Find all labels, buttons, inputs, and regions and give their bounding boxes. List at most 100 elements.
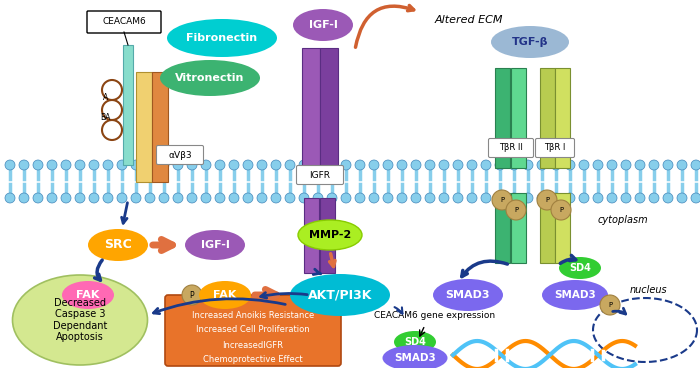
Text: IGFR: IGFR (309, 170, 330, 180)
Circle shape (5, 160, 15, 170)
Circle shape (551, 160, 561, 170)
Circle shape (621, 160, 631, 170)
Circle shape (593, 193, 603, 203)
Circle shape (299, 160, 309, 170)
Circle shape (89, 160, 99, 170)
Circle shape (397, 193, 407, 203)
Circle shape (229, 160, 239, 170)
Circle shape (215, 160, 225, 170)
Text: CEACAM6 gene expression: CEACAM6 gene expression (374, 311, 496, 319)
Text: Altered ECM: Altered ECM (435, 15, 503, 25)
Bar (555, 193, 570, 263)
Bar (136, 72, 152, 182)
Ellipse shape (491, 26, 569, 58)
Text: P: P (514, 207, 518, 213)
Circle shape (19, 193, 29, 203)
Circle shape (285, 193, 295, 203)
Text: P: P (608, 302, 612, 308)
Circle shape (61, 160, 71, 170)
Text: MMP-2: MMP-2 (309, 230, 351, 240)
Circle shape (327, 160, 337, 170)
Circle shape (159, 160, 169, 170)
Circle shape (492, 190, 512, 210)
Text: SRC: SRC (104, 238, 132, 251)
Text: TβR II: TβR II (499, 144, 523, 152)
Text: P: P (559, 207, 563, 213)
Text: SMAD3: SMAD3 (446, 290, 490, 300)
Text: TGF-β: TGF-β (512, 37, 548, 47)
Circle shape (481, 193, 491, 203)
Circle shape (201, 193, 211, 203)
Circle shape (537, 193, 547, 203)
Bar (511, 193, 526, 263)
Text: IncreasedIGFR: IncreasedIGFR (223, 340, 284, 350)
Circle shape (600, 295, 620, 315)
Circle shape (397, 160, 407, 170)
Circle shape (593, 160, 603, 170)
Circle shape (635, 193, 645, 203)
Ellipse shape (394, 331, 436, 353)
Ellipse shape (382, 345, 447, 368)
Bar (540, 193, 555, 263)
Bar (555, 68, 570, 168)
Circle shape (75, 160, 85, 170)
Circle shape (453, 193, 463, 203)
Circle shape (607, 193, 617, 203)
Circle shape (355, 160, 365, 170)
Circle shape (537, 190, 557, 210)
Circle shape (691, 193, 700, 203)
Circle shape (383, 193, 393, 203)
Circle shape (411, 193, 421, 203)
Ellipse shape (298, 220, 362, 250)
Bar (123, 45, 133, 165)
Text: FAK: FAK (76, 290, 99, 300)
Circle shape (271, 193, 281, 203)
Circle shape (187, 160, 197, 170)
Text: IGF-I: IGF-I (309, 20, 337, 30)
Text: P: P (190, 290, 195, 300)
Circle shape (341, 160, 351, 170)
Circle shape (103, 160, 113, 170)
Bar (511, 68, 526, 168)
Text: Vitronectin: Vitronectin (175, 73, 245, 83)
Circle shape (551, 193, 561, 203)
Text: Increased Anoikis Resistance: Increased Anoikis Resistance (192, 311, 314, 319)
Circle shape (579, 193, 589, 203)
Circle shape (271, 160, 281, 170)
Circle shape (383, 160, 393, 170)
Circle shape (229, 193, 239, 203)
Text: TβR I: TβR I (545, 144, 566, 152)
Circle shape (621, 193, 631, 203)
Circle shape (327, 193, 337, 203)
Circle shape (243, 193, 253, 203)
Circle shape (61, 193, 71, 203)
Circle shape (537, 160, 547, 170)
Circle shape (285, 160, 295, 170)
Text: αVβ3: αVβ3 (168, 151, 192, 159)
Bar (302, 48, 320, 168)
FancyBboxPatch shape (87, 11, 161, 33)
Circle shape (677, 160, 687, 170)
Ellipse shape (13, 275, 148, 365)
Circle shape (439, 160, 449, 170)
Circle shape (201, 160, 211, 170)
Circle shape (369, 160, 379, 170)
Circle shape (439, 193, 449, 203)
FancyBboxPatch shape (489, 138, 533, 158)
Circle shape (506, 200, 526, 220)
Circle shape (145, 193, 155, 203)
Circle shape (19, 160, 29, 170)
Text: SD4: SD4 (404, 337, 426, 347)
Bar (304, 198, 319, 273)
Circle shape (257, 193, 267, 203)
Circle shape (355, 193, 365, 203)
Circle shape (481, 160, 491, 170)
Circle shape (635, 160, 645, 170)
Ellipse shape (160, 60, 260, 96)
Circle shape (187, 193, 197, 203)
Text: SMAD3: SMAD3 (554, 290, 596, 300)
Circle shape (215, 193, 225, 203)
Circle shape (117, 160, 127, 170)
Circle shape (173, 193, 183, 203)
Text: A: A (103, 93, 108, 102)
